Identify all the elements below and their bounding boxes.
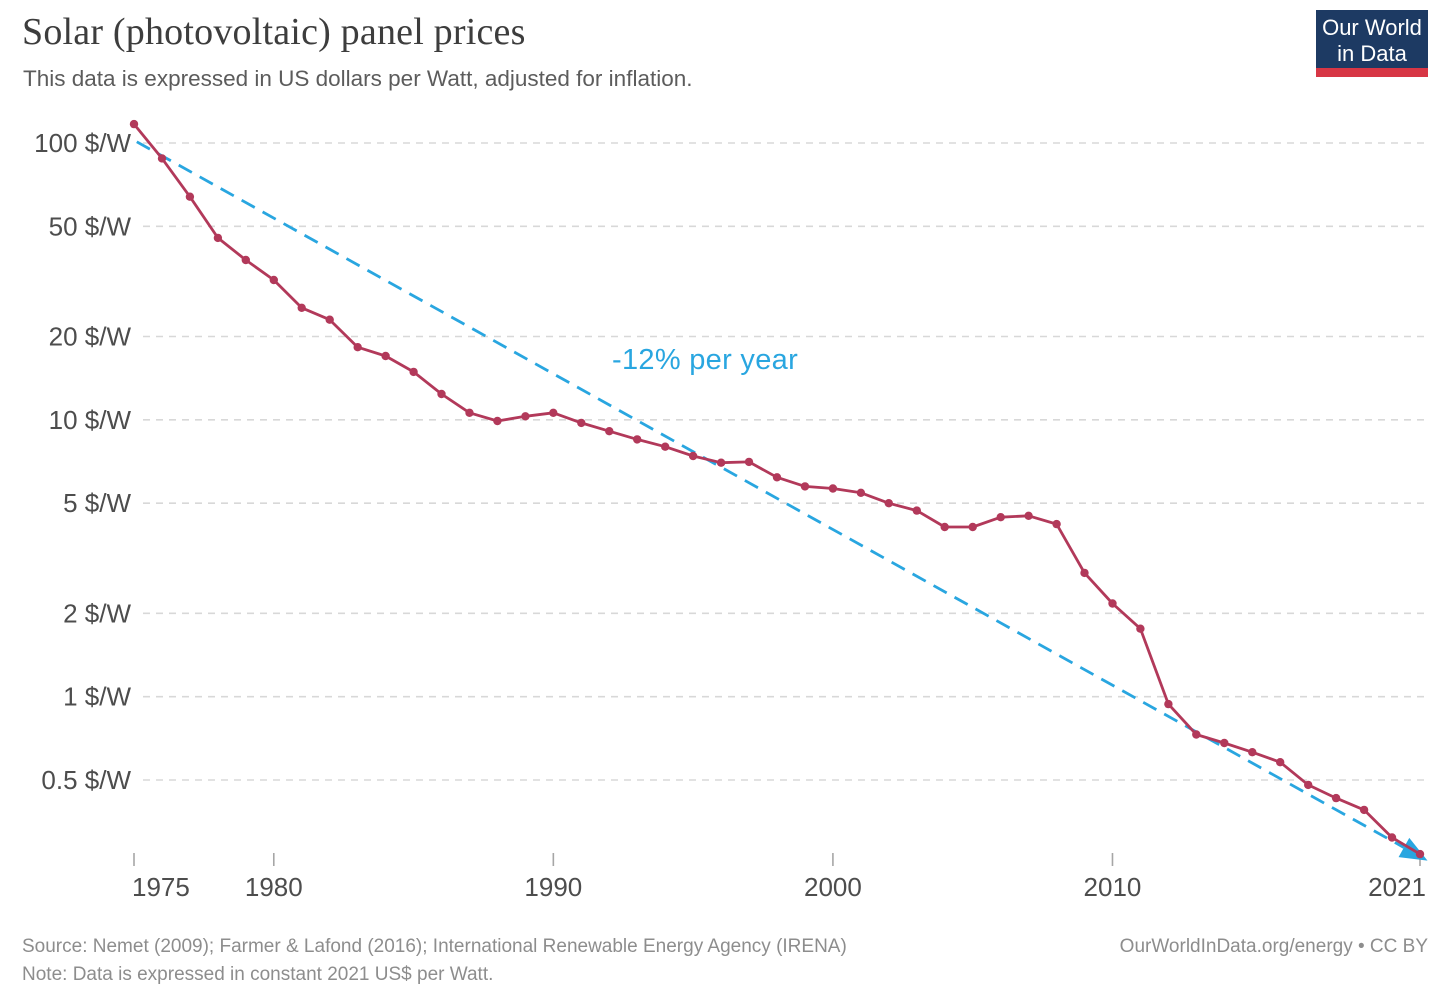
data-point-1988	[493, 416, 502, 426]
data-point-2012	[1164, 699, 1173, 709]
data-point-1997	[744, 457, 754, 467]
data-point-2019	[1359, 805, 1369, 815]
x-tick-label: 2010	[1084, 872, 1142, 902]
owid-logo-line1: Our World	[1322, 15, 1422, 40]
data-point-1999	[800, 482, 810, 491]
data-point-1982	[325, 315, 334, 324]
y-tick-label: 50 $/W	[49, 211, 132, 241]
footer-source: Source: Nemet (2009); Farmer & Lafond (2…	[22, 936, 847, 957]
x-tick-label: 2000	[804, 872, 862, 902]
data-point-1983	[353, 343, 362, 352]
data-point-1987	[465, 408, 474, 417]
x-tick-label: 2021	[1368, 872, 1426, 902]
data-point-2002	[884, 499, 893, 508]
data-point-2004	[940, 522, 949, 532]
trend-annotation: -12% per year	[612, 344, 799, 376]
y-tick-label: 2 $/W	[63, 598, 131, 628]
x-tick-label: 1990	[524, 872, 582, 902]
y-tick-label: 1 $/W	[63, 682, 131, 712]
data-point-1984	[381, 351, 390, 361]
data-point-1978	[213, 233, 223, 243]
y-tick-label: 20 $/W	[49, 321, 132, 351]
data-point-2015	[1248, 748, 1257, 757]
data-point-1996	[716, 458, 726, 467]
data-point-1980	[269, 275, 278, 285]
data-point-2001	[856, 488, 866, 497]
data-point-1994	[661, 442, 670, 451]
data-point-1998	[772, 473, 782, 482]
data-point-2017	[1304, 780, 1313, 790]
data-point-2000	[828, 484, 838, 493]
data-point-1977	[185, 192, 195, 201]
data-point-2014	[1220, 738, 1229, 748]
data-point-2021	[1415, 849, 1425, 859]
footer-credit: OurWorldInData.org/energy • CC BY	[1119, 936, 1428, 957]
data-point-2007	[1024, 511, 1033, 520]
data-point-1981	[297, 303, 306, 312]
data-point-1975	[129, 119, 139, 129]
data-point-1989	[521, 412, 530, 421]
data-point-2011	[1136, 624, 1145, 633]
data-point-1992	[605, 427, 614, 436]
data-point-1986	[437, 389, 446, 399]
data-point-1993	[633, 435, 642, 444]
y-tick-label: 100 $/W	[34, 128, 131, 158]
data-point-1979	[241, 255, 250, 265]
data-point-2020	[1387, 833, 1397, 842]
page-title: Solar (photovoltaic) panel prices	[22, 11, 526, 53]
data-point-1995	[688, 451, 698, 461]
y-tick-label: 5 $/W	[63, 488, 131, 518]
data-point-1990	[549, 408, 558, 417]
data-point-1991	[577, 418, 586, 428]
data-point-1976	[157, 154, 167, 163]
data-point-2009	[1080, 568, 1089, 578]
data-point-2010	[1108, 599, 1117, 608]
owid-logo-line2: in Data	[1337, 40, 1407, 66]
page-subtitle: This data is expressed in US dollars per…	[23, 66, 693, 91]
owid-logo: Our World in Data	[1316, 10, 1428, 77]
data-point-2008	[1052, 519, 1061, 529]
data-point-2003	[912, 506, 921, 515]
data-point-1985	[409, 367, 418, 377]
x-tick-label: 1975	[132, 872, 190, 902]
trend-line	[136, 140, 1405, 849]
data-point-2013	[1192, 730, 1201, 739]
x-tick-label: 1980	[245, 872, 303, 902]
data-point-2006	[996, 513, 1005, 522]
data-point-2005	[968, 522, 977, 532]
footer-note: Note: Data is expressed in constant 2021…	[22, 964, 494, 985]
data-point-2018	[1331, 793, 1341, 803]
y-tick-label: 10 $/W	[49, 405, 132, 435]
y-tick-label: 0.5 $/W	[41, 765, 131, 795]
data-point-2016	[1276, 758, 1285, 767]
